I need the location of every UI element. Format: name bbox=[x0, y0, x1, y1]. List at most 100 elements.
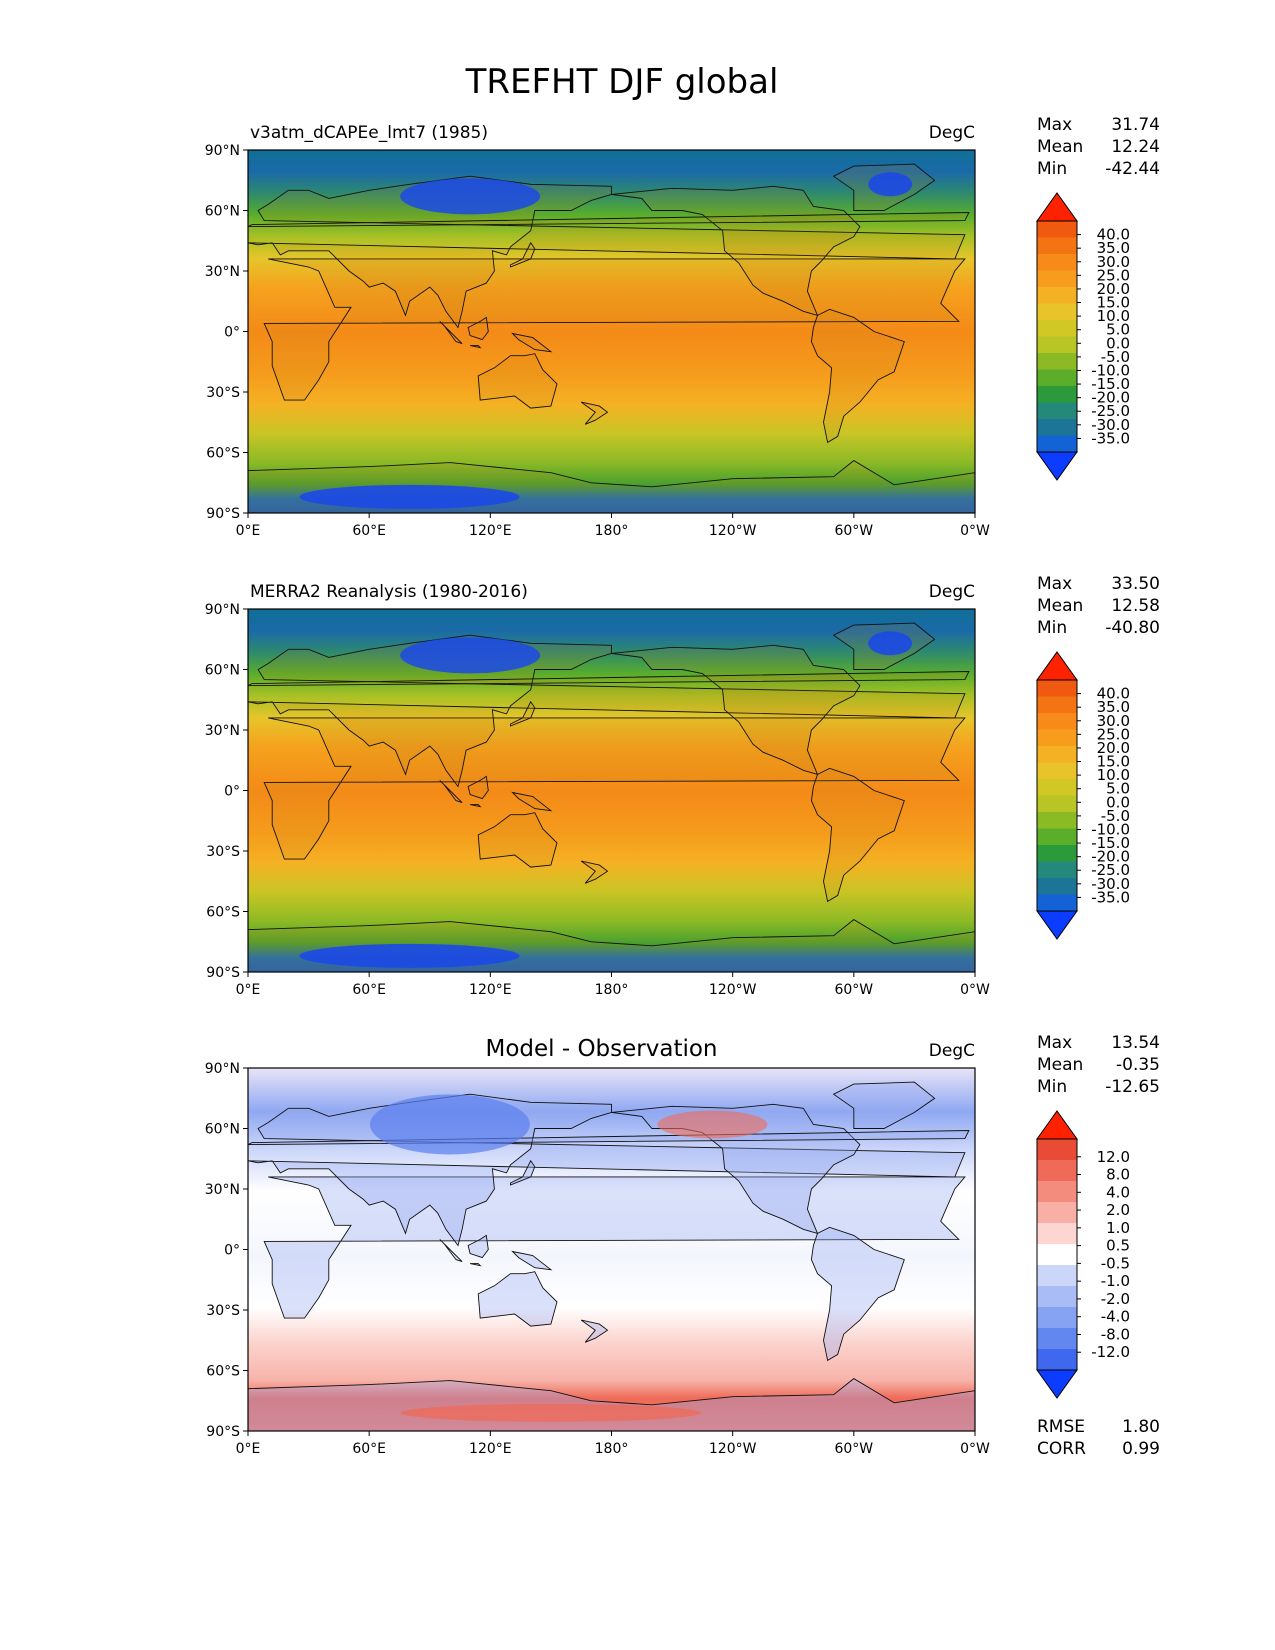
lon-tick-label: 60°E bbox=[352, 523, 386, 539]
colorbar-segment bbox=[1037, 779, 1077, 796]
stat-label: Max bbox=[1037, 1033, 1072, 1053]
cold-region-antarctica bbox=[299, 943, 520, 968]
colorbar-segment bbox=[1037, 845, 1077, 862]
colorbar-segment bbox=[1037, 713, 1077, 730]
stat-label: Max bbox=[1037, 115, 1072, 135]
units-label: DegC bbox=[929, 123, 975, 143]
colorbar-tick-label: 10.0 bbox=[1097, 307, 1130, 325]
lon-tick-label: 0°W bbox=[960, 982, 990, 998]
lon-tick-label: 120°W bbox=[709, 1441, 757, 1457]
lat-tick-label: 90°N bbox=[205, 1061, 240, 1077]
colorbar-tick-label: 30.0 bbox=[1097, 253, 1130, 271]
lon-tick-label: 120°E bbox=[469, 982, 512, 998]
cold-region-greenland bbox=[868, 631, 913, 656]
stat-value: 33.50 bbox=[1111, 574, 1160, 594]
lat-tick-label: 60°S bbox=[206, 905, 240, 921]
colorbar-segment bbox=[1037, 1160, 1077, 1182]
colorbar-segment bbox=[1037, 369, 1077, 387]
colorbar-segment bbox=[1037, 861, 1077, 879]
colorbar-segment bbox=[1037, 762, 1077, 780]
units-label: DegC bbox=[929, 1041, 975, 1061]
colorbar-segment bbox=[1037, 270, 1077, 288]
coastline-5 bbox=[832, 1081, 936, 1129]
colorbar-tick-label: -30.0 bbox=[1091, 875, 1130, 893]
colorbar-segment bbox=[1037, 435, 1077, 453]
stat-value: -40.80 bbox=[1105, 618, 1160, 638]
colorbar-frame bbox=[1036, 1138, 1078, 1371]
coastline-2 bbox=[477, 812, 558, 868]
colorbar-tick-label: -4.0 bbox=[1101, 1308, 1130, 1326]
lat-tick-label: 30°N bbox=[205, 1182, 240, 1198]
lon-tick-label: 180° bbox=[595, 1441, 629, 1457]
stat-label: Mean bbox=[1037, 596, 1083, 616]
lat-tick-label: 60°S bbox=[206, 1364, 240, 1380]
stat-label: Min bbox=[1037, 618, 1067, 638]
colorbar-segment bbox=[1037, 353, 1077, 370]
lat-tick-label: 90°N bbox=[205, 143, 240, 159]
stat-value: 13.54 bbox=[1111, 1033, 1160, 1053]
colorbar-tick-label: 5.0 bbox=[1106, 321, 1130, 339]
colorbar-tick-label: -10.0 bbox=[1091, 361, 1130, 379]
colorbar-tick-label: 2.0 bbox=[1106, 1201, 1130, 1219]
stat-value: -42.44 bbox=[1105, 159, 1160, 179]
colorbar-segment bbox=[1037, 221, 1077, 238]
lon-tick-label: 120°E bbox=[469, 523, 512, 539]
colorbar-tick-label: -35.0 bbox=[1091, 429, 1130, 447]
coastline-9 bbox=[439, 321, 463, 345]
colorbar-segment bbox=[1037, 812, 1077, 829]
stat-value: -12.65 bbox=[1105, 1077, 1160, 1097]
stat-value: -0.35 bbox=[1116, 1055, 1160, 1075]
colorbar-tick-label: -15.0 bbox=[1091, 834, 1130, 852]
colorbar-tick-label: 15.0 bbox=[1097, 294, 1130, 312]
colorbar-extend-top bbox=[1036, 192, 1078, 222]
lon-tick-label: 120°W bbox=[709, 523, 757, 539]
coastline-11 bbox=[467, 1234, 489, 1259]
coastline-10 bbox=[470, 345, 482, 349]
colorbar-segment bbox=[1037, 1286, 1077, 1308]
lat-tick-label: 0° bbox=[224, 325, 240, 341]
lon-tick-label: 60°E bbox=[352, 1441, 386, 1457]
colorbar-tick-label: -0.5 bbox=[1101, 1254, 1130, 1272]
colorbar-segment bbox=[1037, 402, 1077, 420]
colorbar-segment bbox=[1037, 894, 1077, 912]
lat-tick-label: 90°N bbox=[205, 602, 240, 618]
lat-tick-label: 60°N bbox=[205, 1122, 240, 1138]
coastline-0 bbox=[263, 258, 966, 401]
stat-label: Max bbox=[1037, 574, 1072, 594]
coastline-9 bbox=[439, 1239, 463, 1263]
panel-title: Model - Observation bbox=[485, 1036, 717, 1062]
coastline-10 bbox=[470, 804, 482, 808]
colorbar-tick-label: 40.0 bbox=[1097, 226, 1130, 244]
colorbar-tick-label: -15.0 bbox=[1091, 375, 1130, 393]
coastlines bbox=[248, 1081, 975, 1431]
lat-tick-label: 90°S bbox=[206, 965, 240, 981]
lon-tick-label: 120°E bbox=[469, 1441, 512, 1457]
colorbar-tick-label: -20.0 bbox=[1091, 848, 1130, 866]
coastline-1 bbox=[248, 175, 966, 329]
coastline-3 bbox=[611, 644, 861, 776]
colorbar-tick-label: -2.0 bbox=[1101, 1290, 1130, 1308]
coastline-11 bbox=[467, 775, 489, 800]
colorbar-tick-label: 25.0 bbox=[1097, 266, 1130, 284]
stat-value: 12.24 bbox=[1111, 137, 1160, 157]
colorbar-tick-label: 20.0 bbox=[1097, 280, 1130, 298]
coastline-13 bbox=[248, 212, 970, 228]
colorbar-segment bbox=[1037, 878, 1077, 895]
lon-tick-label: 60°W bbox=[834, 523, 873, 539]
stat-value: 31.74 bbox=[1111, 115, 1160, 135]
cold-region-antarctica bbox=[299, 484, 520, 509]
coastline-10 bbox=[470, 1263, 482, 1267]
colorbar-tick-label: 0.5 bbox=[1106, 1237, 1130, 1255]
lat-tick-label: 0° bbox=[224, 784, 240, 800]
lon-tick-label: 0°E bbox=[236, 1441, 261, 1457]
coastline-7 bbox=[580, 1319, 609, 1343]
lat-tick-label: 0° bbox=[224, 1243, 240, 1259]
cold-anomaly-asia bbox=[369, 1094, 530, 1155]
colorbar-segment bbox=[1037, 1181, 1077, 1203]
colorbar-tick-label: 1.0 bbox=[1106, 1219, 1130, 1237]
units-label: DegC bbox=[929, 582, 975, 602]
lon-tick-label: 0°E bbox=[236, 523, 261, 539]
colorbar-test: 40.035.030.025.020.015.010.05.00.0-5.0-1… bbox=[1036, 192, 1130, 481]
stat-label: Min bbox=[1037, 1077, 1067, 1097]
stat-label: Mean bbox=[1037, 1055, 1083, 1075]
